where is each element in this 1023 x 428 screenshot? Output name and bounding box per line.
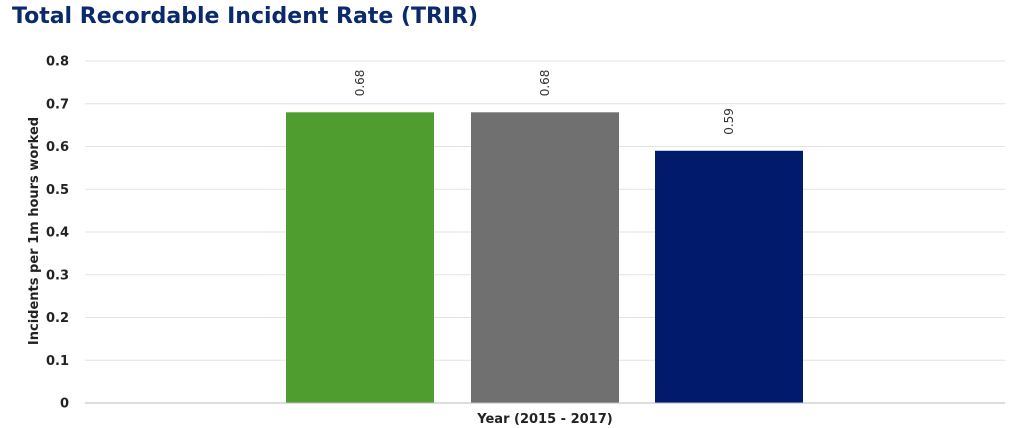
y-tick-label: 0.3	[46, 268, 69, 283]
y-tick-label: 0	[60, 397, 69, 412]
y-tick-label: 0.8	[46, 55, 69, 70]
y-tick-label: 0.5	[46, 183, 69, 198]
y-axis-ticks: 0 0.1 0.2 0.3 0.4 0.5 0.6 0.7 0.8	[46, 55, 69, 412]
x-axis-label: Year (2015 - 2017)	[476, 412, 612, 427]
chart-title: Total Recordable Incident Rate (TRIR)	[12, 4, 479, 29]
bar	[471, 112, 619, 404]
y-tick-label: 0.6	[46, 140, 69, 155]
y-axis-label: Incidents per 1m hours worked	[27, 117, 42, 345]
bar	[286, 112, 434, 404]
y-tick-label: 0.2	[46, 311, 69, 326]
bar-value-label: 0.68	[538, 70, 552, 97]
data-labels: 0.68 0.68 0.59	[353, 70, 736, 135]
y-tick-label: 0.4	[46, 226, 69, 241]
bar-value-label: 0.59	[722, 108, 736, 135]
y-tick-label: 0.1	[46, 354, 69, 369]
bar	[655, 150, 803, 403]
y-tick-label: 0.7	[46, 97, 69, 112]
bar-value-label: 0.68	[353, 70, 367, 97]
bars	[286, 112, 803, 404]
